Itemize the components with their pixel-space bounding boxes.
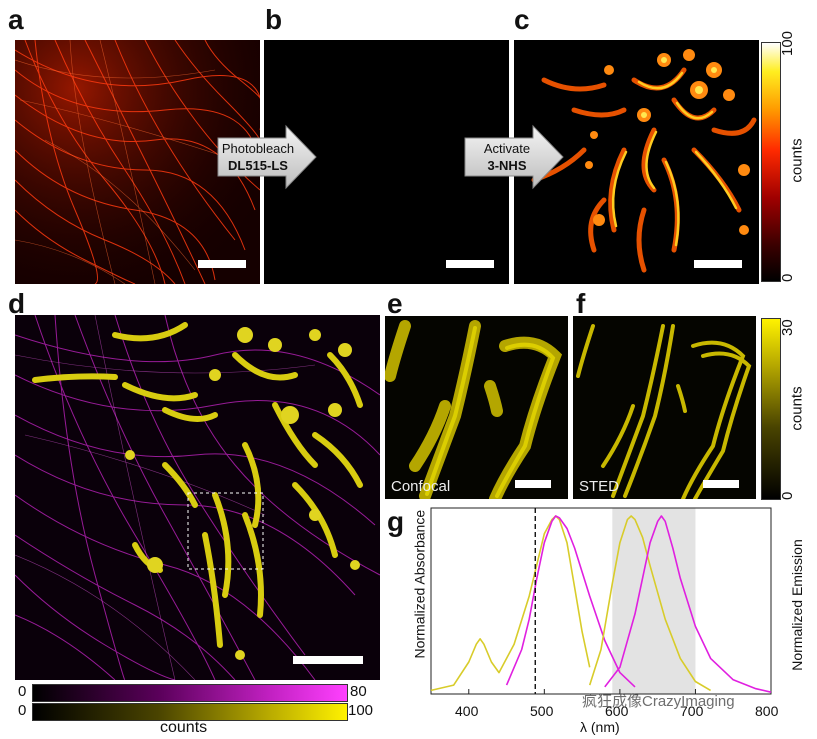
merged-microtubule-mitochondria — [15, 315, 380, 680]
panel-label-c: c — [514, 4, 530, 35]
detection-band — [612, 508, 696, 694]
panel-label-g: g — [387, 506, 405, 537]
scale-bar-f — [703, 480, 739, 488]
series-line-emission-2 — [588, 515, 712, 692]
x-tick-600: 600 — [605, 703, 629, 719]
colorbar-hot-min: 0 — [779, 273, 796, 282]
magenta-bar-min: 0 — [18, 683, 27, 700]
x-axis-label: λ (nm) — [580, 719, 620, 735]
colorbar-ef-label: counts — [788, 386, 806, 431]
scale-bar-c — [694, 260, 742, 268]
photobleach-line2: DL515-LS — [228, 158, 288, 173]
colorbar-ef-min: 0 — [779, 491, 796, 500]
confocal-label: Confocal — [391, 478, 451, 495]
x-tick-800: 800 — [755, 703, 779, 719]
zoom-region-box — [187, 492, 264, 570]
spectra-chart — [430, 507, 772, 695]
panel-label-f: f — [576, 288, 586, 319]
x-tick-700: 700 — [680, 703, 704, 719]
ylabel-left: Normalized Absorbance — [412, 510, 429, 659]
series-line-emission-3 — [604, 515, 772, 693]
panel-label-e: e — [387, 288, 403, 319]
mitochondria-network-hot — [531, 49, 757, 273]
bottom-bars-label: counts — [160, 719, 208, 736]
panel-label-b: b — [265, 4, 283, 35]
ylabel-left-text: Normalized Absorbance — [411, 509, 428, 659]
x-tick-400: 400 — [455, 703, 479, 719]
series-line-absorbance-0 — [430, 515, 591, 692]
scale-bar-d — [293, 656, 363, 664]
x-tick-500: 500 — [530, 703, 554, 719]
activate-label: Activate 3-NHS — [462, 140, 552, 174]
colorbar-ef-max: 30 — [779, 319, 796, 336]
colorbar-magenta — [32, 684, 348, 702]
photobleach-arrow — [217, 124, 317, 190]
colorbar-hot-label: counts — [788, 138, 806, 183]
sted-mitochondria — [576, 324, 752, 499]
sted-label: STED — [579, 478, 620, 495]
scale-bar-a — [198, 260, 246, 268]
ylabel-right: Normalized Emission — [789, 539, 805, 671]
colorbar-hot — [761, 42, 781, 282]
photobleach-line1: Photobleach — [221, 141, 295, 156]
panel-label-a: a — [8, 4, 24, 35]
scale-bar-b — [446, 260, 494, 268]
colorbar-yellow-ef — [761, 318, 781, 500]
photobleach-label: Photobleach DL515-LS — [214, 140, 302, 174]
panel-f-image: STED — [573, 316, 756, 499]
yellow-bar-max: 100 — [348, 702, 374, 719]
activate-line1: Activate — [483, 141, 531, 156]
magenta-bar-max: 80 — [350, 683, 367, 700]
panel-e-image: Confocal — [385, 316, 568, 499]
yellow-bar-min: 0 — [18, 702, 27, 719]
watermark: 疯狂成像CrazyImaging — [582, 693, 735, 710]
activate-line2: 3-NHS — [487, 158, 527, 173]
plot-frame — [430, 507, 772, 695]
series-line-absorbance-1 — [505, 515, 636, 688]
scale-bar-e — [515, 480, 551, 488]
panel-d-image — [15, 315, 380, 680]
confocal-mitochondria — [385, 320, 563, 499]
activate-arrow — [464, 124, 564, 190]
colorbar-hot-max: 100 — [779, 30, 796, 56]
panel-label-d: d — [8, 288, 26, 319]
colorbar-yellow — [32, 703, 348, 721]
